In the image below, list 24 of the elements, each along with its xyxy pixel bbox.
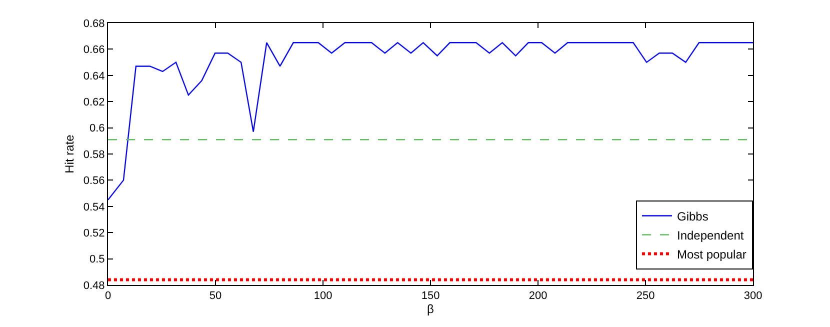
y-tick-label: 0.66 (83, 44, 105, 56)
x-tick-label: 150 (421, 290, 440, 302)
y-tick-label: 0.58 (83, 148, 105, 161)
y-tick-label: 0.5 (90, 254, 105, 266)
y-tick-label: 0.54 (83, 201, 105, 214)
x-axis-title: β (427, 302, 434, 316)
x-tick-label: 200 (528, 290, 548, 302)
legend-label: Independent (677, 228, 744, 242)
x-tick-label: 100 (314, 290, 332, 302)
legend-label: Gibbs (677, 209, 708, 224)
y-tick-label: 0.52 (83, 227, 105, 240)
x-tick-label: 300 (744, 290, 762, 302)
y-tick-label: 0.6 (90, 122, 105, 135)
x-tick-label: 50 (209, 290, 222, 302)
y-tick-label: 0.48 (83, 280, 105, 292)
x-tick-label: 250 (636, 290, 655, 302)
x-tick-label: 0 (104, 290, 112, 302)
y-tick-label: 0.62 (83, 96, 105, 108)
y-tick-label: 0.68 (83, 18, 105, 30)
y-tick-label: 0.56 (83, 175, 105, 188)
legend-label: Most popular (677, 247, 746, 262)
line-series (108, 42, 753, 200)
y-tick-label: 0.64 (83, 70, 105, 82)
y-axis-title: Hit rate (62, 134, 77, 174)
